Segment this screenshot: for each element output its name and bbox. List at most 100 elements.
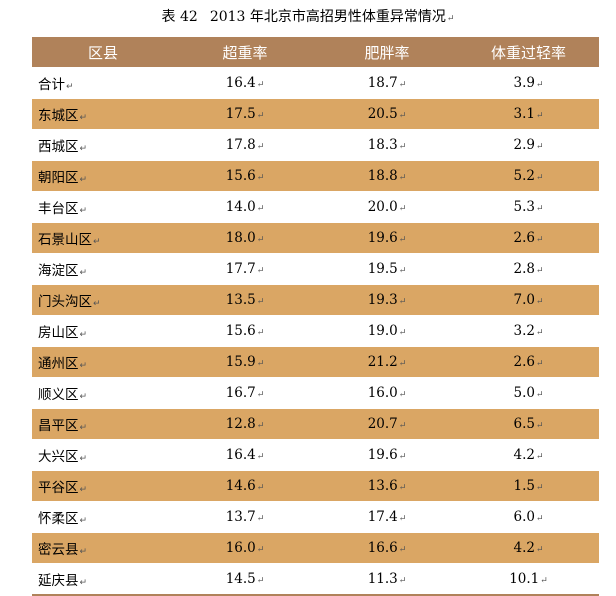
obesity-rate-cell: 21.2↵: [316, 346, 458, 378]
table-row: 延庆县↵ 14.5↵ 11.3↵ 10.1↵: [32, 563, 599, 596]
overweight-rate-cell: 14.6↵: [174, 470, 316, 502]
cell-text: 通州区: [38, 356, 79, 372]
underweight-rate-cell: 3.1↵: [458, 98, 599, 130]
paragraph-mark-icon: ↵: [535, 173, 544, 183]
paragraph-mark-icon: ↵: [79, 113, 88, 123]
cell-text: 15.9: [225, 354, 256, 370]
overweight-rate-cell: 12.8↵: [174, 408, 316, 440]
paragraph-mark-icon: ↵: [256, 483, 265, 493]
paragraph-mark-icon: ↵: [256, 235, 265, 245]
overweight-rate-cell: 16.4↵: [174, 67, 316, 99]
paragraph-mark-icon: ↵: [256, 204, 265, 214]
paragraph-mark-icon: ↵: [535, 359, 544, 369]
overweight-rate-cell: 16.0↵: [174, 532, 316, 564]
overweight-rate-cell: 15.6↵: [174, 160, 316, 192]
district-cell: 延庆县↵: [32, 563, 174, 596]
paragraph-mark-icon: ↵: [398, 173, 407, 183]
paragraph-mark-icon: ↵: [256, 297, 265, 307]
obesity-rate-cell: 20.7↵: [316, 408, 458, 440]
district-cell: 东城区↵: [32, 98, 174, 130]
paragraph-mark-icon: ↵: [79, 485, 88, 495]
table-row: 大兴区↵ 16.4↵ 19.6↵ 4.2↵: [32, 439, 599, 471]
cell-text: 平谷区: [38, 480, 79, 496]
cell-text: 房山区: [38, 325, 79, 341]
obesity-rate-cell: 16.6↵: [316, 532, 458, 564]
overweight-rate-cell: 15.6↵: [174, 315, 316, 347]
cell-text: 11.3: [367, 571, 398, 587]
paragraph-mark-icon: ↵: [79, 423, 88, 433]
obesity-rate-cell: 16.0↵: [316, 377, 458, 409]
cell-text: 17.7: [225, 261, 256, 277]
cell-text: 延庆县: [38, 573, 79, 589]
paragraph-mark-icon: ↵: [79, 268, 88, 278]
cell-text: 16.4: [225, 75, 256, 91]
underweight-rate-cell: 2.8↵: [458, 253, 599, 285]
obesity-rate-cell: 20.0↵: [316, 191, 458, 223]
header-district: 区县: [32, 37, 174, 68]
cell-text: 4.2: [513, 540, 535, 556]
underweight-rate-cell: 3.2↵: [458, 315, 599, 347]
paragraph-mark-icon: ↵: [79, 547, 88, 557]
paragraph-mark-icon: ↵: [256, 173, 265, 183]
cell-text: 7.0: [513, 292, 535, 308]
overweight-rate-cell: 17.8↵: [174, 129, 316, 161]
paragraph-mark-icon: ↵: [398, 235, 407, 245]
district-cell: 丰台区↵: [32, 191, 174, 223]
district-cell: 海淀区↵: [32, 253, 174, 285]
paragraph-mark-icon: ↵: [535, 297, 544, 307]
cell-text: 5.2: [513, 168, 535, 184]
underweight-rate-cell: 5.2↵: [458, 160, 599, 192]
cell-text: 19.0: [367, 323, 398, 339]
overweight-rate-cell: 16.4↵: [174, 439, 316, 471]
overweight-rate-cell: 14.0↵: [174, 191, 316, 223]
table-number: 表 42: [161, 9, 198, 25]
obesity-rate-cell: 18.8↵: [316, 160, 458, 192]
cell-text: 17.8: [225, 137, 256, 153]
cell-text: 5.3: [513, 199, 535, 215]
paragraph-mark-icon: ↵: [256, 576, 265, 586]
paragraph-mark-icon: ↵: [398, 111, 407, 121]
district-cell: 朝阳区↵: [32, 160, 174, 192]
cell-text: 20.5: [367, 106, 398, 122]
cell-text: 17.4: [367, 509, 398, 525]
overweight-rate-cell: 17.5↵: [174, 98, 316, 130]
underweight-rate-cell: 2.9↵: [458, 129, 599, 161]
obesity-rate-cell: 19.6↵: [316, 439, 458, 471]
underweight-rate-cell: 6.5↵: [458, 408, 599, 440]
paragraph-mark-icon: ↵: [93, 237, 101, 247]
obesity-rate-cell: 19.3↵: [316, 284, 458, 316]
paragraph-mark-icon: ↵: [256, 514, 265, 524]
table-row: 门头沟区↵ 13.5↵ 19.3↵ 7.0↵: [32, 284, 599, 316]
overweight-rate-cell: 14.5↵: [174, 563, 316, 596]
cell-text: 16.6: [367, 540, 398, 556]
paragraph-mark-icon: ↵: [398, 80, 407, 90]
obesity-rate-cell: 11.3↵: [316, 563, 458, 596]
table-caption: 表 42 2013 年北京市高招男性体重异常情况↵: [0, 4, 616, 30]
table-row: 海淀区↵ 17.7↵ 19.5↵ 2.8↵: [32, 253, 599, 285]
cell-text: 东城区: [38, 108, 79, 124]
cell-text: 19.3: [367, 292, 398, 308]
paragraph-mark-icon: ↵: [535, 235, 544, 245]
district-cell: 顺义区↵: [32, 377, 174, 409]
cell-text: 18.3: [367, 137, 398, 153]
cell-text: 16.0: [367, 385, 398, 401]
paragraph-mark-icon: ↵: [398, 390, 407, 400]
paragraph-mark-icon: ↵: [79, 392, 88, 402]
overweight-rate-cell: 13.7↵: [174, 501, 316, 533]
header-underweight-rate: 体重过轻率: [458, 37, 599, 68]
cell-text: 16.4: [225, 447, 256, 463]
paragraph-mark-icon: ↵: [540, 576, 548, 586]
district-cell: 房山区↵: [32, 315, 174, 347]
table-row: 丰台区↵ 14.0↵ 20.0↵ 5.3 ↵: [32, 191, 599, 223]
cell-text: 13.6: [367, 478, 398, 494]
cell-text: 19.5: [367, 261, 398, 277]
cell-text: 2.8: [513, 261, 535, 277]
weight-abnormality-table: 区县 超重率 肥胖率 体重过轻率 合计↵ 16.4↵ 18.7↵ 3.9↵ 东城区↵ 17…: [32, 37, 599, 596]
paragraph-mark-icon: ↵: [79, 454, 88, 464]
paragraph-mark-icon: ↵: [535, 142, 544, 152]
paragraph-mark-icon: ↵: [446, 14, 455, 24]
district-cell: 门头沟区↵: [32, 284, 174, 316]
cell-text: 16.0: [225, 540, 256, 556]
paragraph-mark-icon: ↵: [93, 299, 101, 309]
cell-text: 14.0: [225, 199, 256, 215]
